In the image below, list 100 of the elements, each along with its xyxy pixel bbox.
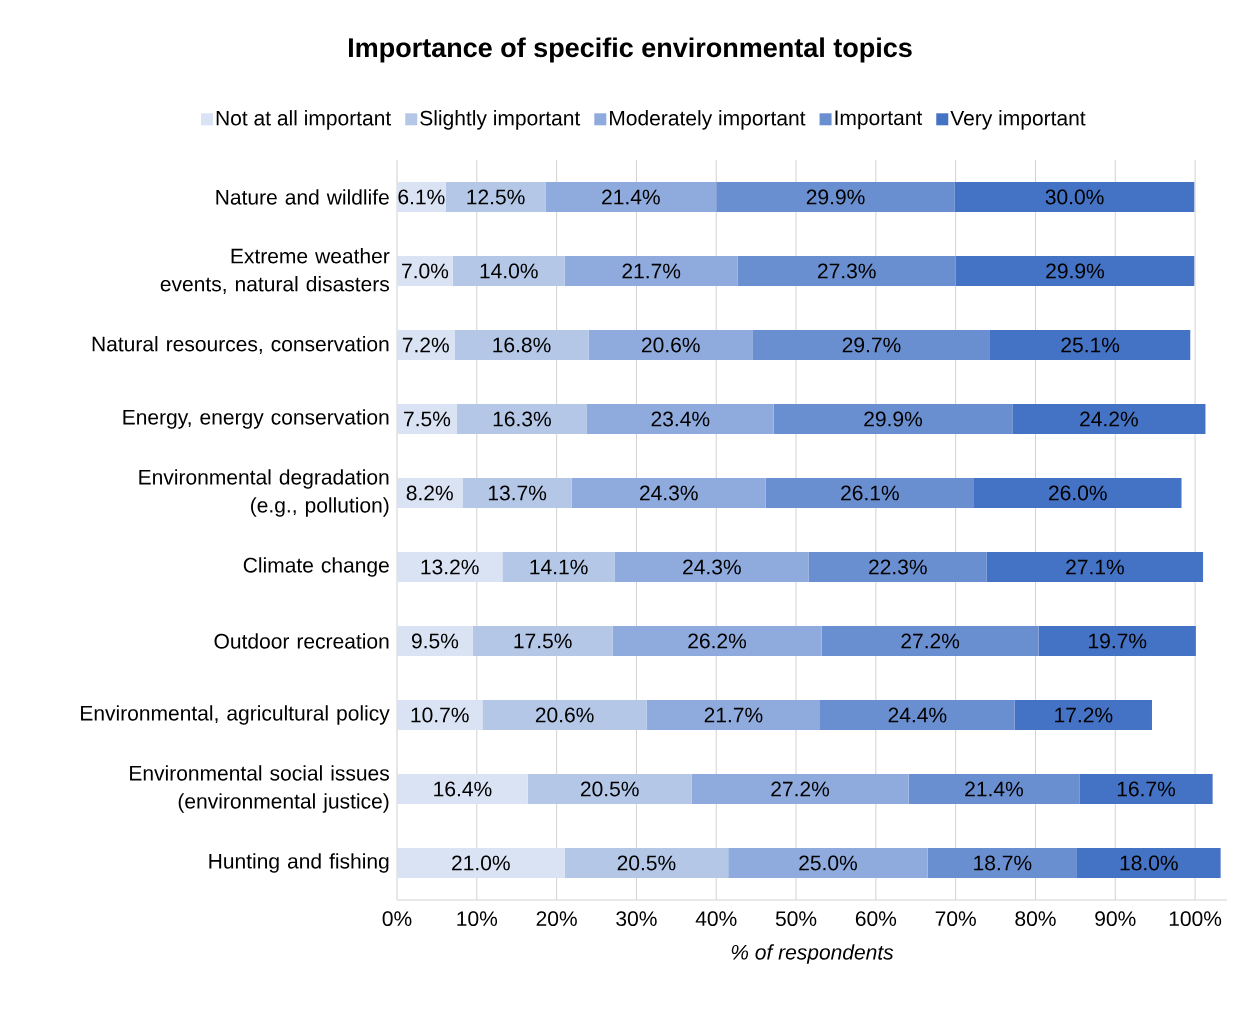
- bar: [989, 329, 1191, 360]
- y-tick-label: Environmental, agricultural policy: [81, 705, 390, 725]
- data-label: 27.2%: [901, 633, 960, 649]
- data-label: 14.0%: [480, 263, 538, 279]
- bar: [612, 625, 822, 656]
- bar: [773, 403, 1013, 434]
- bar: [564, 255, 738, 286]
- legend-label: Important: [835, 110, 923, 130]
- y-tick-label: Natural resources, conservation: [92, 336, 389, 354]
- bar: [737, 255, 956, 286]
- data-label: 24.4%: [888, 707, 947, 723]
- data-label: 30.0%: [1045, 189, 1104, 205]
- data-label: 25.0%: [799, 855, 857, 871]
- bar: [955, 255, 1195, 286]
- bar: [728, 848, 928, 878]
- bar: [646, 700, 820, 730]
- y-tick-label: Nature and wildlife: [216, 189, 389, 205]
- data-label: 24.3%: [640, 485, 698, 501]
- data-label: 19.7%: [1089, 633, 1147, 649]
- data-label: 16.3%: [493, 411, 551, 427]
- bar: [954, 181, 1195, 212]
- data-label: 24.2%: [1080, 411, 1138, 427]
- bar: [527, 773, 692, 804]
- y-tick-label: Environmental degradation (e.g., pollution): [139, 469, 389, 517]
- bar: [397, 625, 473, 656]
- bar: [397, 848, 565, 878]
- data-label: 14.1%: [530, 559, 588, 575]
- bar: [927, 848, 1077, 878]
- bar: [819, 700, 1015, 730]
- bar: [397, 773, 528, 804]
- bar: [454, 329, 589, 360]
- data-label: 13.7%: [488, 485, 547, 501]
- x-tick-label: 60%: [855, 911, 897, 927]
- bar: [1014, 700, 1152, 730]
- x-tick-label: 70%: [935, 911, 976, 927]
- data-label: 18.7%: [974, 855, 1032, 871]
- data-label: 16.7%: [1117, 781, 1176, 797]
- data-label: 27.1%: [1066, 559, 1124, 575]
- data-label: 16.8%: [493, 337, 551, 353]
- legend-label: Not at all important: [216, 110, 392, 130]
- bar: [397, 700, 483, 730]
- data-label: 27.2%: [771, 781, 830, 797]
- bar: [716, 181, 955, 212]
- bar: [1076, 848, 1221, 878]
- bar: [545, 181, 717, 212]
- data-label: 12.5%: [467, 189, 525, 205]
- x-tick-label: 10%: [457, 911, 498, 927]
- bar: [564, 848, 729, 878]
- data-label: 9.5%: [411, 633, 459, 649]
- data-label: 23.4%: [651, 411, 710, 427]
- data-label: 16.4%: [434, 781, 492, 797]
- legend-label: Very important: [950, 110, 1086, 130]
- x-tick-label: 50%: [775, 911, 817, 927]
- bar: [614, 552, 809, 582]
- data-label: 7.2%: [402, 337, 449, 353]
- bar: [1038, 625, 1196, 656]
- x-axis-title: % of respondents: [731, 944, 894, 964]
- bar: [397, 255, 453, 286]
- data-label: 7.0%: [402, 263, 449, 279]
- y-tick-label: Energy, energy conservation: [123, 409, 389, 429]
- x-tick-label: 20%: [536, 911, 577, 927]
- bar: [808, 552, 987, 582]
- data-label: 17.2%: [1055, 707, 1113, 723]
- bar: [821, 625, 1039, 656]
- data-label: 13.2%: [421, 559, 479, 575]
- bar: [397, 329, 455, 360]
- bar: [452, 255, 565, 286]
- data-label: 22.3%: [869, 559, 927, 575]
- data-label: 29.9%: [1046, 263, 1104, 279]
- bar: [908, 773, 1080, 804]
- bar: [397, 477, 463, 508]
- data-label: 29.9%: [864, 411, 923, 427]
- x-tick-label: 100%: [1169, 911, 1222, 927]
- data-label: 18.0%: [1120, 855, 1178, 871]
- data-label: 21.7%: [622, 263, 681, 279]
- data-label: 27.3%: [818, 263, 876, 279]
- bar: [502, 552, 615, 582]
- bar: [472, 625, 613, 656]
- bar: [482, 700, 647, 730]
- data-label: 29.7%: [842, 337, 901, 353]
- bar: [986, 552, 1204, 582]
- data-label: 21.7%: [704, 707, 763, 723]
- data-label: 10.7%: [411, 707, 469, 723]
- data-label: 21.0%: [452, 855, 510, 871]
- bar: [752, 329, 990, 360]
- data-label: 26.0%: [1049, 485, 1107, 501]
- data-label: 20.5%: [617, 855, 676, 871]
- bar: [456, 403, 587, 434]
- data-label: 26.2%: [688, 633, 747, 649]
- x-tick-label: 80%: [1015, 911, 1056, 927]
- data-label: 20.5%: [580, 781, 639, 797]
- bar: [974, 477, 1182, 508]
- bar: [445, 181, 546, 212]
- bar: [765, 477, 975, 508]
- data-label: 6.1%: [398, 189, 445, 205]
- data-label: 20.6%: [642, 337, 700, 353]
- bar: [588, 329, 753, 360]
- chart-title: Importance of specific environmental topics: [349, 37, 912, 63]
- x-tick-label: 90%: [1095, 911, 1136, 927]
- legend-label: Slightly important: [420, 110, 581, 130]
